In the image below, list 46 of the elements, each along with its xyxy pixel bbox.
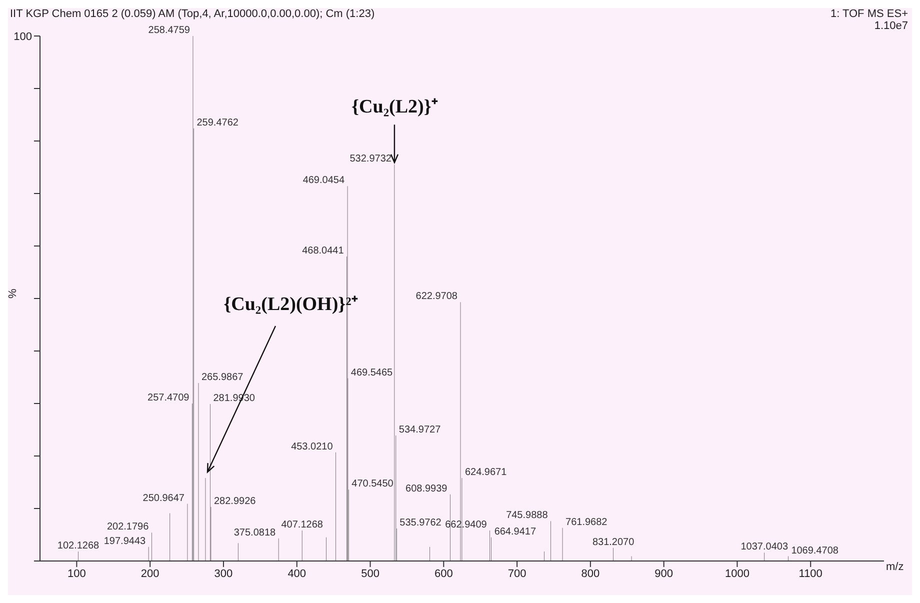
annotation: 257.4709 (148, 392, 190, 404)
annotation: 265.9867 (202, 372, 244, 384)
x-tick-label: 300 (214, 568, 233, 580)
annotation: 250.9647 (142, 492, 185, 504)
annotation: 534.9727 (398, 424, 442, 436)
x-tick-label: 500 (361, 568, 380, 580)
annotation: 745.9888 (506, 510, 548, 522)
annotation: 470.5450 (352, 478, 394, 490)
y-axis-title: % (6, 288, 19, 298)
annotation: 664.9417 (494, 526, 536, 538)
annotation: 375.0818 (234, 527, 276, 538)
annotation: 761.9682 (566, 516, 608, 528)
x-tick-label: 400 (288, 568, 306, 580)
annotation: 259.4762 (196, 117, 239, 128)
annotation: 453.0210 (291, 441, 334, 452)
annotation: 468.0441 (302, 246, 344, 256)
chart-title: IIT KGP Chem 0165 2 (0.059) AM (Top,4, Ar,10000.0,0.00,0.00); Cm (1:23) (10, 8, 375, 20)
annotation: 622.9708 (416, 291, 458, 302)
annotation: 831.2070 (592, 536, 635, 548)
x-tick-label: 700 (508, 568, 526, 580)
annotation: {Cu₂(L2)(OH)}²⁺ (224, 294, 358, 316)
x-tick-label: 200 (140, 568, 160, 580)
annotation: 535.9762 (400, 517, 442, 528)
annotation: 469.5465 (350, 367, 394, 378)
annotation: 1069.4708 (791, 545, 839, 556)
text: 1.10e7 (873, 20, 908, 32)
annotation: 197.9443 (104, 536, 146, 547)
x-tick-label: 600 (434, 568, 453, 580)
x-tick-label: 1100 (798, 568, 822, 580)
annotation: 102.1268 (57, 540, 100, 552)
annotation: 282.9926 (214, 496, 256, 507)
x-tick-label: 800 (581, 568, 600, 580)
annotation: 624.9671 (464, 467, 508, 478)
x-axis-title: m/z (886, 560, 904, 573)
annotation: 469.0454 (302, 175, 345, 186)
annotation: {Cu₂(L2)}⁺ (352, 96, 438, 118)
annotation: 202.1796 (106, 522, 150, 533)
annotation: 608.9939 (406, 483, 448, 494)
x-tick-label: 1000 (724, 568, 750, 580)
annotation: 258.4759 (148, 25, 190, 36)
annotation: 532.9732 (350, 154, 392, 165)
annotation: 407.1268 (281, 520, 324, 531)
text: 1: TOF MS ES+ (830, 8, 908, 20)
x-tick-label: 100 (68, 568, 86, 580)
annotation: 1037.0403 (740, 542, 788, 553)
x-tick-label: 900 (654, 568, 674, 580)
